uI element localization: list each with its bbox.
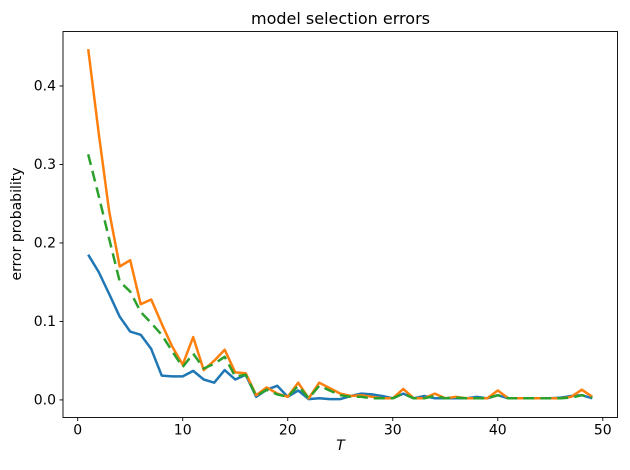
- y-tick-label: 0.2: [34, 235, 56, 251]
- y-tick-label: 0.4: [34, 78, 56, 94]
- x-tick-label: 50: [594, 423, 612, 439]
- x-tick-label: 0: [73, 423, 82, 439]
- series-line-green-dashed: [86, 153, 593, 400]
- series-line-orange-solid: [86, 48, 594, 400]
- y-tick-label: 0.1: [34, 314, 56, 330]
- y-tick-label: 0.3: [34, 157, 56, 173]
- x-tick-label: 30: [384, 423, 402, 439]
- plot-frame: [62, 31, 618, 418]
- x-tick-label: 40: [489, 423, 507, 439]
- y-tick-label: 0.0: [34, 392, 56, 408]
- x-axis-label: T: [336, 438, 345, 454]
- x-tick-label: 20: [279, 423, 297, 439]
- x-tick-label: 10: [174, 423, 192, 439]
- chart-title: model selection errors: [251, 9, 430, 28]
